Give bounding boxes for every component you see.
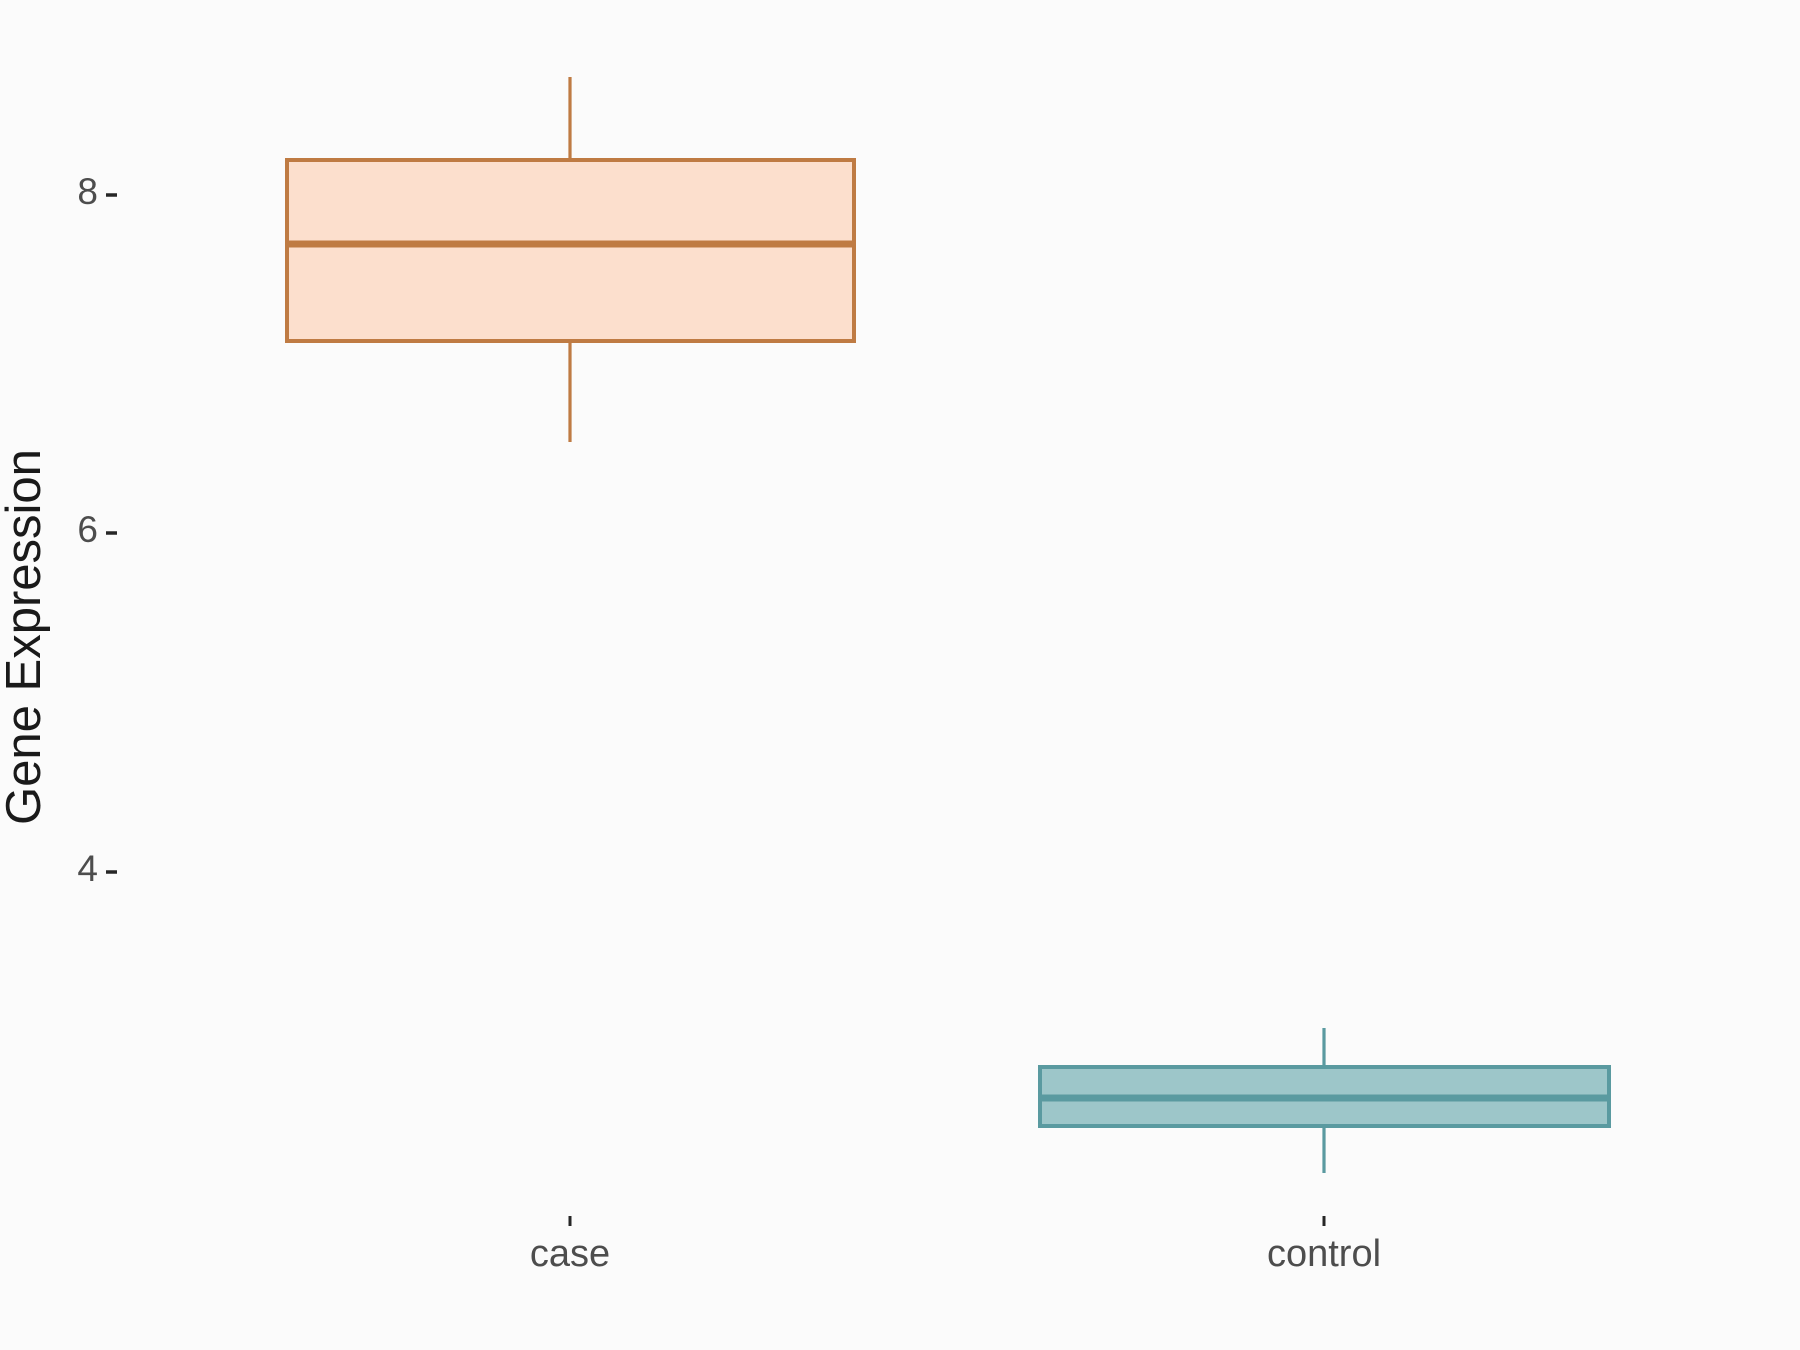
svg-text:case: case bbox=[530, 1233, 610, 1275]
svg-text:6: 6 bbox=[77, 509, 98, 550]
svg-text:control: control bbox=[1267, 1233, 1381, 1275]
svg-text:Gene Expression: Gene Expression bbox=[0, 449, 51, 825]
svg-text:4: 4 bbox=[77, 848, 98, 889]
svg-text:8: 8 bbox=[77, 171, 98, 212]
